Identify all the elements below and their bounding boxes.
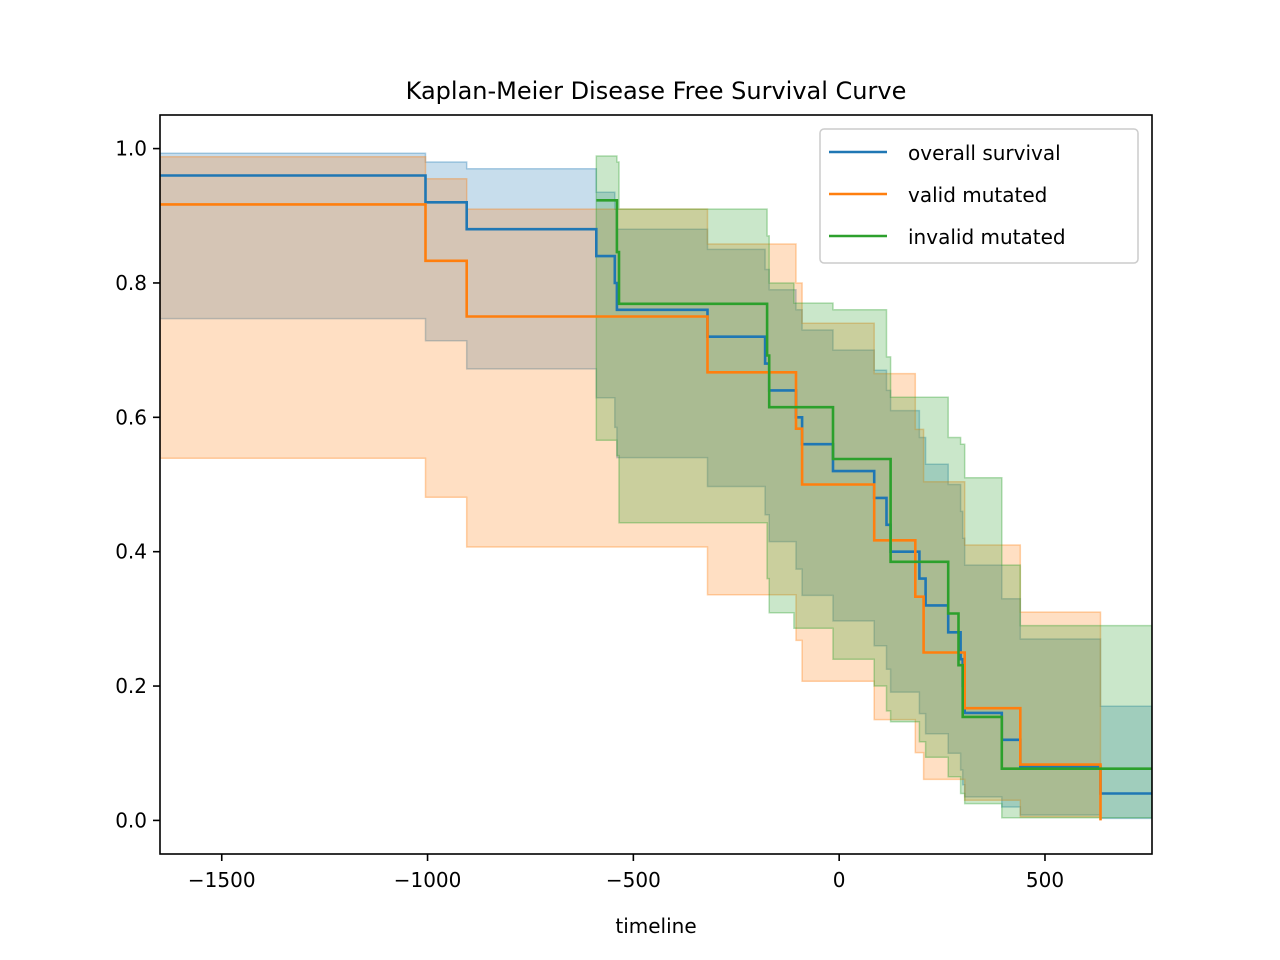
legend-box <box>819 128 1139 264</box>
chart-title: Kaplan-Meier Disease Free Survival Curve <box>406 77 907 105</box>
y-tick-label: 0.0 <box>115 808 147 832</box>
axes: −1500 −1000 −500 0 500 0.0 0.2 0.4 0.6 0.8 1.0 <box>115 114 1153 892</box>
y-tick-label: 1.0 <box>115 137 147 161</box>
legend-valid-mutated-label: valid mutated <box>908 183 1047 207</box>
x-tick-label: 0 <box>833 868 846 892</box>
y-tick-label: 0.6 <box>115 405 147 429</box>
y-tick-label: 0.2 <box>115 674 147 698</box>
x-tick-label: −500 <box>606 868 661 892</box>
x-tick-label: 500 <box>1026 868 1064 892</box>
x-axis-label: timeline <box>615 914 696 938</box>
survival-lines <box>160 174 1152 821</box>
x-tick-label: −1500 <box>188 868 256 892</box>
plot-frame <box>159 114 1153 855</box>
overall-survival-confidence-band <box>160 152 1152 820</box>
invalid-mutated-line <box>596 199 1152 770</box>
y-tick-label: 0.4 <box>115 540 147 564</box>
legend: overall survival valid mutated invalid mut… <box>819 128 1139 264</box>
y-tick-label: 0.8 <box>115 271 147 295</box>
legend-overall-survival-label: overall survival <box>908 141 1061 165</box>
valid-mutated-line <box>160 203 1102 821</box>
legend-invalid-mutated-label: invalid mutated <box>908 225 1066 249</box>
x-tick-label: −1000 <box>394 868 462 892</box>
